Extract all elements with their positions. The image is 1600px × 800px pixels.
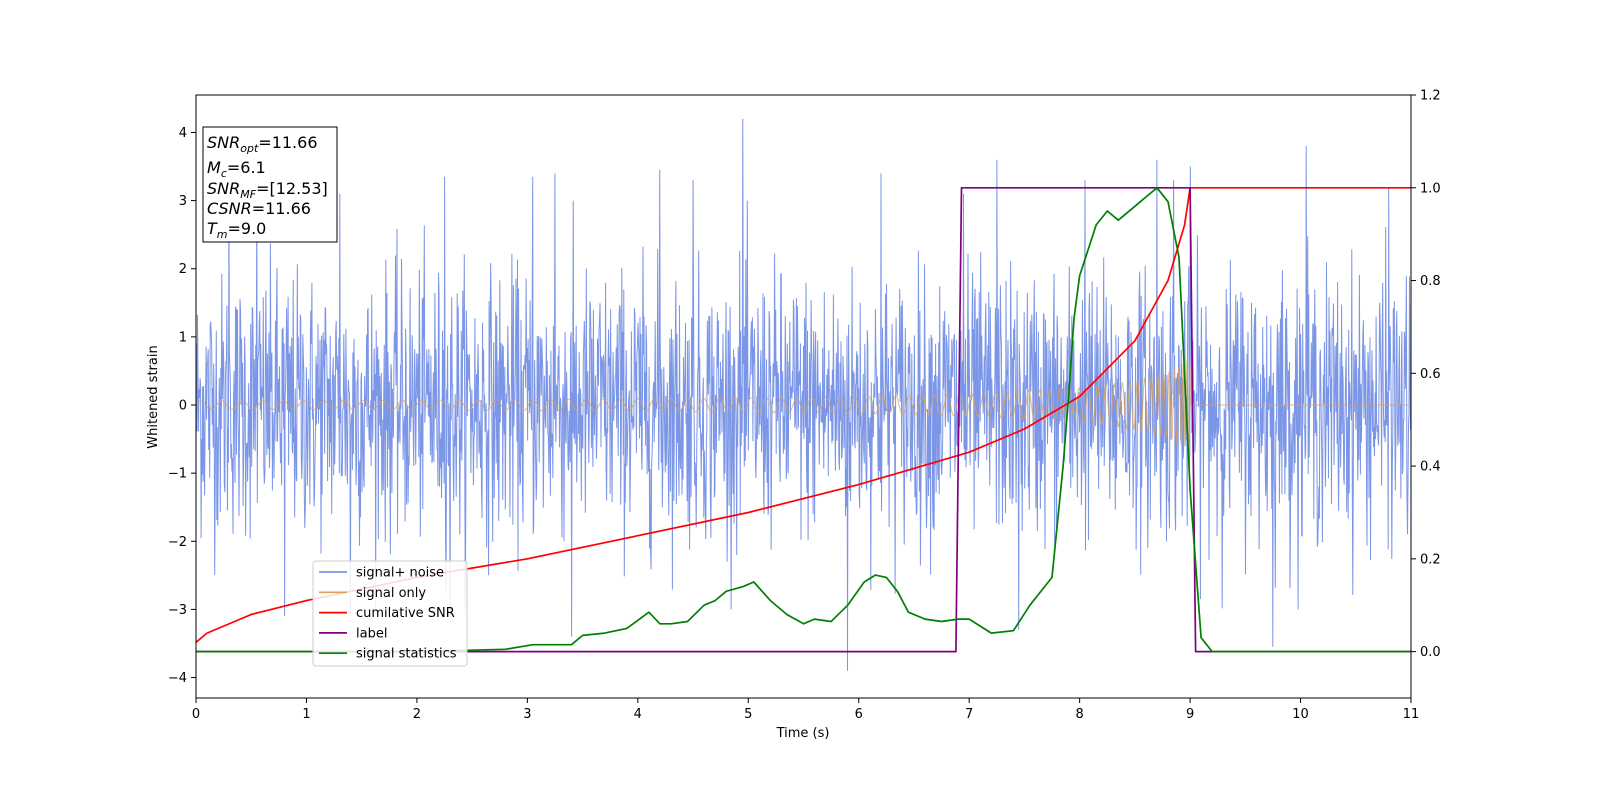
x-tick-label: 4 bbox=[634, 707, 642, 722]
y-right-tick-label: 0.6 bbox=[1420, 367, 1441, 382]
y-left-tick-label: −3 bbox=[168, 603, 187, 618]
y-left-tick-label: −2 bbox=[168, 535, 187, 550]
x-tick-label: 2 bbox=[413, 707, 421, 722]
y-left-tick-label: 0 bbox=[179, 399, 187, 414]
x-tick-label: 5 bbox=[744, 707, 752, 722]
x-axis: 0 1 2 3 4 5 6 7 8 9 10 11 bbox=[192, 698, 1419, 722]
legend-label: cumilative SNR bbox=[356, 606, 455, 621]
series-signal-statistics bbox=[196, 186, 1411, 653]
info-line: SNRopt=11.66 bbox=[207, 133, 318, 155]
y-right-tick-label: 0.8 bbox=[1420, 274, 1441, 289]
x-tick-label: 8 bbox=[1075, 707, 1083, 722]
info-line: Tm=9.0 bbox=[207, 219, 266, 241]
x-tick-label: 10 bbox=[1292, 707, 1309, 722]
y-left-tick-label: 3 bbox=[179, 194, 187, 209]
y-axis-left: −4 −3 −2 −1 0 1 2 3 4 bbox=[168, 126, 196, 686]
x-tick-label: 9 bbox=[1186, 707, 1194, 722]
y-left-tick-label: 2 bbox=[179, 262, 187, 277]
series-signal-noise bbox=[196, 118, 1411, 671]
y-right-tick-label: 1.0 bbox=[1420, 181, 1441, 196]
info-line: CSNR=11.66 bbox=[207, 199, 311, 218]
info-box-frame bbox=[202, 126, 338, 243]
y-right-tick-label: 0.4 bbox=[1420, 460, 1441, 475]
y-left-tick-label: −1 bbox=[168, 467, 187, 482]
y-axis-right: 0.0 0.2 0.4 0.6 0.8 1.0 1.2 bbox=[1411, 89, 1441, 660]
y-right-tick-label: 0.2 bbox=[1420, 552, 1441, 567]
plot-frame bbox=[195, 94, 1412, 699]
x-tick-label: 6 bbox=[855, 707, 863, 722]
x-tick-label: 7 bbox=[965, 707, 973, 722]
info-box: SNRopt=11.66 Mc=6.1SNRMF=[12.53]CSNR=11.6… bbox=[202, 126, 338, 243]
series-layer bbox=[196, 118, 1411, 671]
y-right-tick-label: 1.2 bbox=[1420, 89, 1441, 104]
x-tick-label: 11 bbox=[1403, 707, 1420, 722]
legend-label: label bbox=[356, 626, 387, 641]
y-right-tick-label: 0.0 bbox=[1420, 645, 1441, 660]
legend-label: signal statistics bbox=[356, 647, 457, 662]
x-axis-label: Time (s) bbox=[776, 726, 830, 741]
info-line: SNRMF=[12.53] bbox=[207, 179, 328, 201]
x-tick-label: 1 bbox=[302, 707, 310, 722]
y-left-tick-label: 1 bbox=[179, 330, 187, 345]
y-left-tick-label: 4 bbox=[179, 126, 187, 141]
legend-label: signal only bbox=[356, 586, 426, 601]
y-axis-label: Whitened strain bbox=[146, 345, 161, 448]
legend: signal+ noise signal only cumilative SNR la… bbox=[312, 560, 468, 667]
legend-frame bbox=[312, 560, 468, 667]
x-tick-label: 0 bbox=[192, 707, 200, 722]
series-signal-only bbox=[196, 360, 1411, 450]
series-cumulative-snr bbox=[196, 186, 1411, 643]
x-tick-label: 3 bbox=[523, 707, 531, 722]
info-line: Mc=6.1 bbox=[207, 158, 266, 180]
y-left-tick-label: −4 bbox=[168, 671, 187, 686]
legend-label: signal+ noise bbox=[356, 566, 444, 581]
